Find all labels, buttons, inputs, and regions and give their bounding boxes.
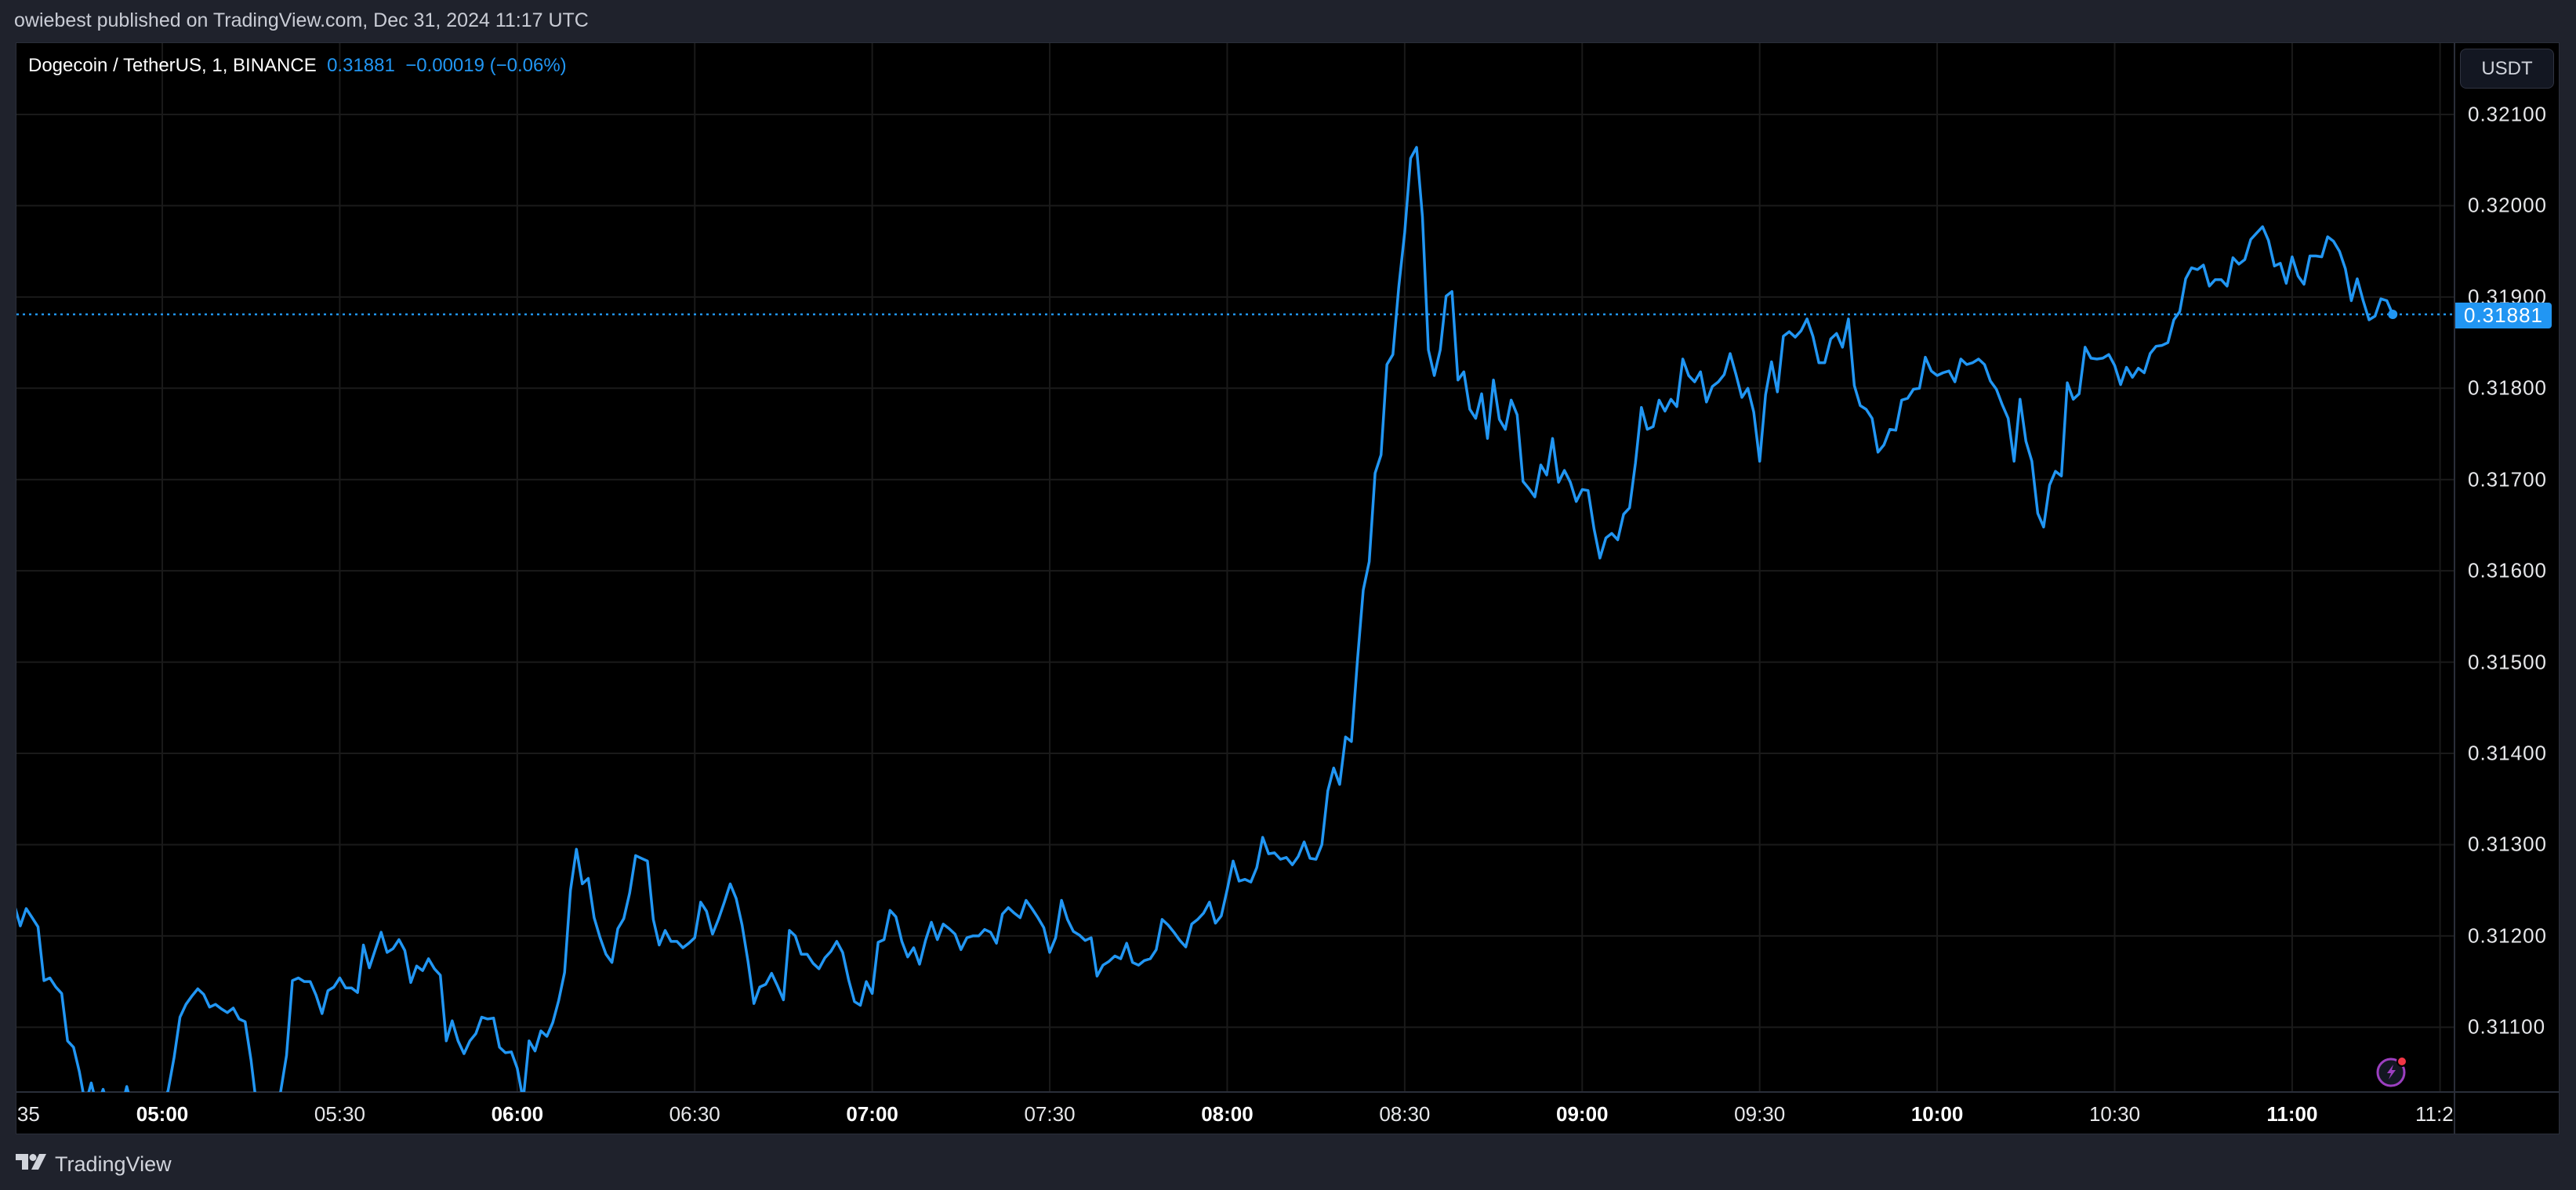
price-tick-label: 0.31600 bbox=[2468, 558, 2547, 582]
price-tick-label: 0.31500 bbox=[2468, 650, 2547, 674]
time-tick-label: 05:00 bbox=[136, 1102, 189, 1126]
price-tick-label: 0.31400 bbox=[2468, 741, 2547, 765]
last-value: 0.31881 bbox=[327, 55, 395, 76]
price-tick-label: 0.31300 bbox=[2468, 832, 2547, 856]
time-axis[interactable]: 04:35 05:00 05:30 06:00 06:30 07:00 07:30 08:00… bbox=[16, 1093, 2454, 1134]
time-tick-label: 06:00 bbox=[491, 1102, 544, 1126]
chart-panel[interactable] bbox=[16, 42, 2560, 1134]
last-price-label: 0.31881 bbox=[2455, 303, 2552, 328]
time-tick-label: 05:30 bbox=[314, 1102, 365, 1126]
price-tick-label: 0.31200 bbox=[2468, 923, 2547, 948]
time-tick-label: 07:30 bbox=[1024, 1102, 1076, 1126]
price-tick-label: 0.31700 bbox=[2468, 467, 2547, 492]
grid bbox=[16, 43, 2454, 1092]
time-tick-label: 08:00 bbox=[1201, 1102, 1254, 1126]
last-point-marker bbox=[2388, 309, 2398, 319]
price-tick-label: 0.31800 bbox=[2468, 376, 2547, 400]
price-tick-label: 0.32000 bbox=[2468, 193, 2547, 217]
time-tick-label: 10:00 bbox=[1910, 1102, 1964, 1126]
symbol-title[interactable]: Dogecoin / TetherUS, 1, BINANCE bbox=[28, 55, 317, 76]
tradingview-logo-icon bbox=[16, 1153, 46, 1170]
time-tick-label: 10:30 bbox=[2088, 1102, 2141, 1126]
time-tick-label: 09:30 bbox=[1734, 1102, 1786, 1126]
lightning-bolt-icon[interactable] bbox=[2375, 1055, 2408, 1088]
time-tick-label: 09:00 bbox=[1556, 1102, 1609, 1126]
time-tick-label: 04:35 bbox=[16, 1102, 40, 1126]
change-value: −0.00019 (−0.06%) bbox=[405, 55, 567, 76]
brand-name: TradingView bbox=[55, 1152, 172, 1176]
time-tick-label: 11:25 bbox=[2415, 1102, 2454, 1126]
price-tick-label: 0.32100 bbox=[2468, 102, 2547, 126]
publish-info: owiebest published on TradingView.com, D… bbox=[14, 9, 589, 31]
time-tick-label: 06:30 bbox=[669, 1102, 720, 1126]
chart-legend: Dogecoin / TetherUS, 1, BINANCE 0.31881 … bbox=[28, 55, 567, 77]
price-tick-label: 0.31100 bbox=[2468, 1014, 2546, 1039]
tradingview-branding[interactable]: TradingView bbox=[16, 1152, 172, 1177]
time-tick-label: 11:00 bbox=[2266, 1102, 2318, 1126]
price-line bbox=[16, 146, 2394, 1092]
time-tick-label: 08:30 bbox=[1379, 1102, 1431, 1126]
time-tick-label: 07:00 bbox=[846, 1102, 898, 1126]
currency-button[interactable]: USDT bbox=[2460, 49, 2554, 89]
